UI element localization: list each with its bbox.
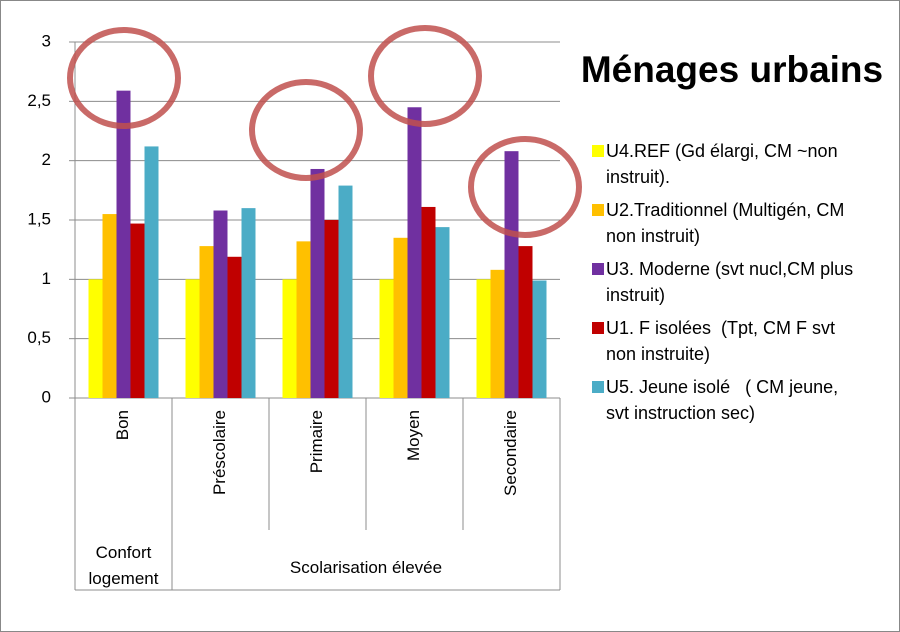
bar [227, 256, 242, 398]
bar [213, 210, 228, 398]
y-tick-label: 2,5 [27, 91, 51, 110]
legend-swatch [592, 204, 604, 216]
legend-swatch [592, 263, 604, 275]
legend-label: U2.Traditionnel (Multigén, CM non instru… [606, 200, 850, 246]
legend-label: U4.REF (Gd élargi, CM ~non instruit). [606, 141, 843, 187]
bar [504, 151, 519, 398]
bar [296, 241, 311, 398]
bar [185, 279, 200, 398]
bar [393, 237, 408, 398]
y-tick-label: 2 [42, 150, 51, 169]
legend-item: U1. F isolées (Tpt, CM F svt non instrui… [592, 315, 862, 367]
bar [102, 214, 117, 398]
x-tick-label: Secondaire [501, 410, 520, 496]
bar [421, 206, 436, 398]
bar [532, 280, 547, 398]
legend-item: U2.Traditionnel (Multigén, CM non instru… [592, 197, 862, 249]
legend-label: U1. F isolées (Tpt, CM F svt non instrui… [606, 318, 841, 364]
x-tick-label: Bon [113, 410, 132, 440]
y-tick-label: 0 [42, 387, 51, 406]
bar [435, 227, 450, 398]
x-tick-label: Moyen [404, 410, 423, 461]
group-label: Scolarisation élevée [289, 558, 443, 577]
bar [379, 279, 394, 398]
chart-title: Ménages urbains [581, 49, 883, 90]
bar [338, 185, 353, 398]
bar [407, 107, 422, 399]
x-tick-label: Préscolaire [210, 410, 229, 495]
legend-label: U5. Jeune isolé ( CM jeune, svt instruct… [606, 377, 844, 423]
bar [476, 279, 491, 398]
bar [310, 168, 325, 398]
bar [88, 279, 103, 398]
highlight-circle [249, 79, 363, 181]
y-tick-label: 1 [42, 269, 51, 288]
y-tick-label: 0,5 [27, 328, 51, 347]
legend-swatch [592, 381, 604, 393]
legend-item: U3. Moderne (svt nucl,CM plus instruit) [592, 256, 862, 308]
highlight-circle [368, 25, 482, 127]
legend-swatch [592, 145, 604, 157]
y-tick-label: 3 [42, 31, 51, 50]
bar [241, 208, 256, 398]
bar [144, 146, 159, 398]
highlight-circle [468, 136, 582, 238]
bar [518, 246, 533, 398]
group-label: Confort logement [88, 543, 159, 588]
legend-item: U4.REF (Gd élargi, CM ~non instruit). [592, 138, 862, 190]
bar [130, 223, 145, 398]
y-tick-label: 1,5 [27, 209, 51, 228]
highlight-circle [67, 27, 181, 129]
legend-swatch [592, 322, 604, 334]
bar [199, 246, 214, 398]
bar [490, 269, 505, 398]
x-tick-label: Primaire [307, 410, 326, 473]
legend-item: U5. Jeune isolé ( CM jeune, svt instruct… [592, 374, 862, 426]
legend-label: U3. Moderne (svt nucl,CM plus instruit) [606, 259, 859, 305]
bar [116, 90, 131, 399]
bar [324, 220, 339, 398]
bar [282, 279, 297, 398]
